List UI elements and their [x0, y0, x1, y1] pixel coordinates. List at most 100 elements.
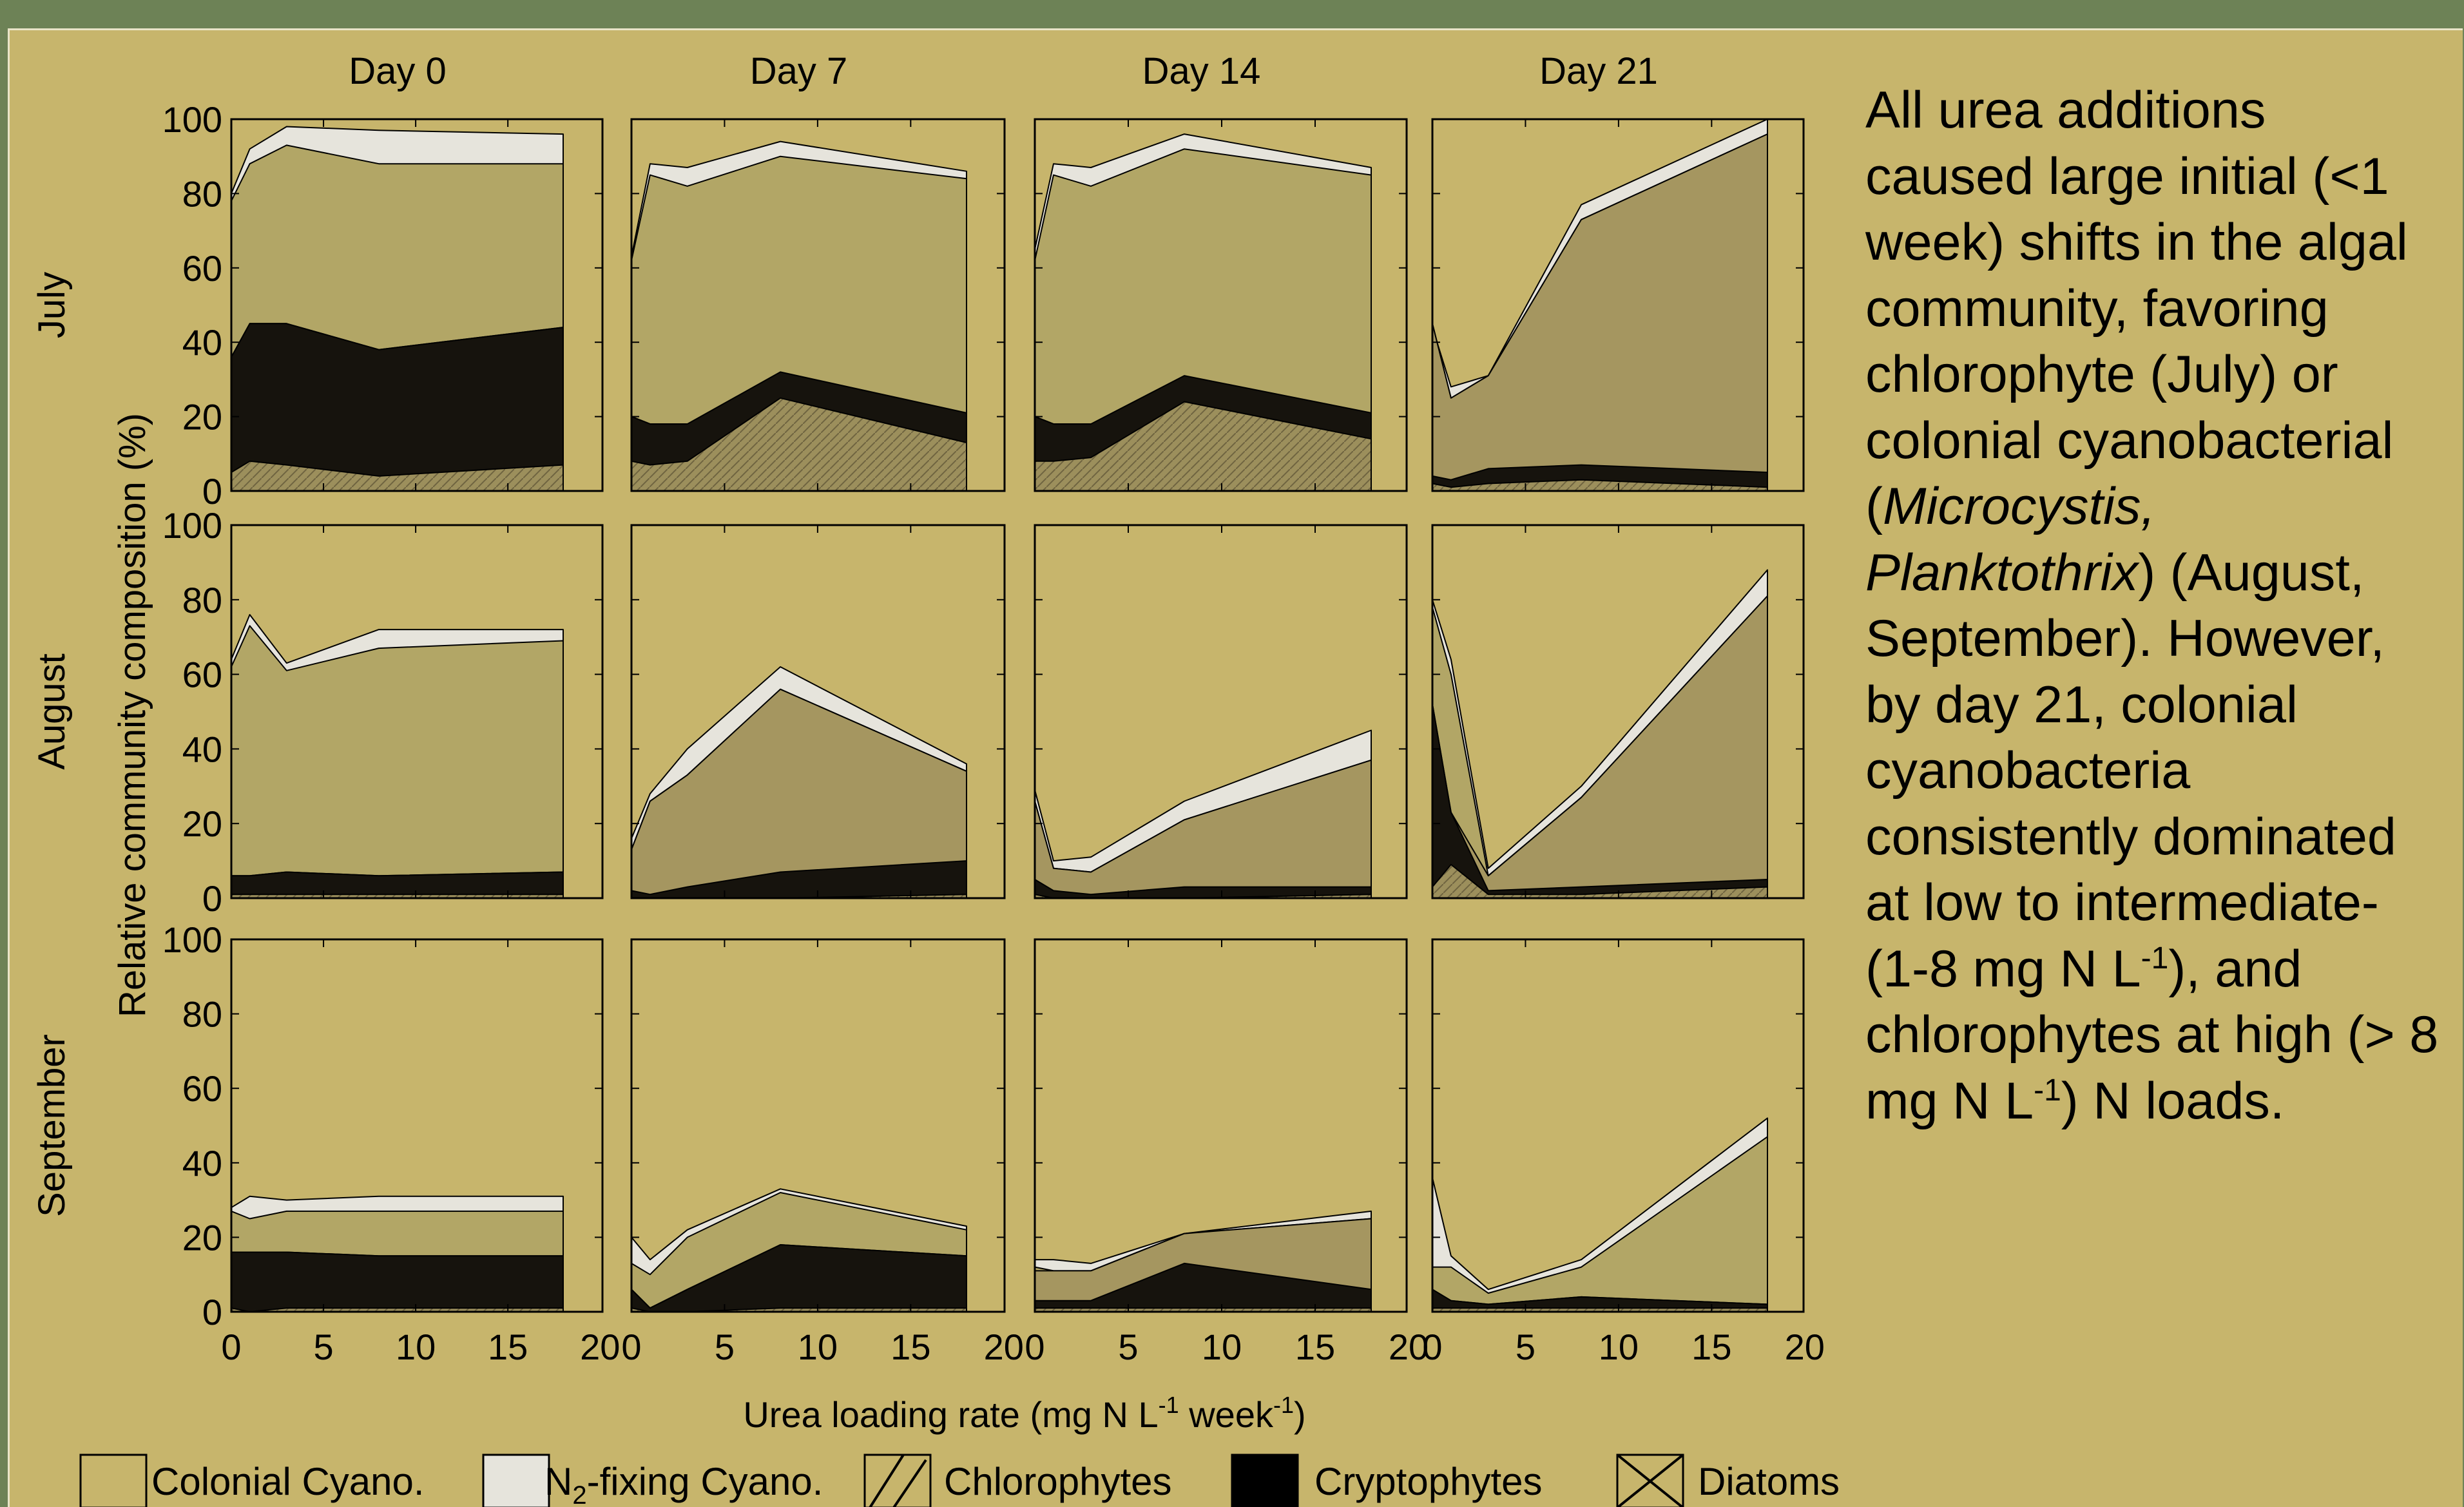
x-tick-label: 20: [1389, 1327, 1429, 1367]
y-tick-label: 20: [182, 803, 222, 844]
x-tick-label: 5: [715, 1327, 735, 1367]
legend-label-chloro: Chlorophytes: [944, 1460, 1172, 1503]
y-tick-label: 80: [182, 173, 222, 214]
x-tick-label: 10: [1599, 1327, 1639, 1367]
legend-label-text: Diatoms: [1698, 1460, 1840, 1503]
x-tick-label: 0: [221, 1327, 241, 1367]
y-tick-label: 100: [162, 919, 222, 960]
x-tick-label: 0: [621, 1327, 641, 1367]
summary-superscript-1: -1: [2141, 941, 2169, 975]
cryptophyte-area: [231, 1251, 564, 1312]
legend-label-colonial: Colonial Cyano.: [151, 1460, 425, 1503]
x-tick-label: 0: [1422, 1327, 1442, 1367]
panel-r1-c3: [1431, 524, 1805, 899]
row-title: July: [31, 272, 73, 338]
x-tick-label: 15: [488, 1327, 528, 1367]
column-title: Day 14: [1142, 50, 1261, 92]
legend-label-text: N: [544, 1460, 572, 1503]
panel-r1-c0: [230, 524, 604, 899]
y-tick-label: 40: [182, 1143, 222, 1184]
x-tick-label: 5: [1118, 1327, 1138, 1367]
colonial-area: [231, 625, 564, 899]
diatom-area: [231, 460, 564, 492]
y-tick-label: 100: [162, 505, 222, 546]
y-tick-label: 60: [182, 655, 222, 695]
x-tick-label: 10: [798, 1327, 838, 1367]
summary-part-2: ) (August, September). However, by day 2…: [1865, 543, 2396, 998]
y-tick-label: 60: [182, 1068, 222, 1109]
x-tick-label: 20: [580, 1327, 620, 1367]
summary-genera: Microcystis, Planktothrix: [1865, 477, 2155, 602]
y-axis-label: Relative community composition (%): [111, 413, 153, 1017]
panel-r0-c3: [1431, 118, 1805, 492]
cryptophyte-area: [631, 1244, 967, 1312]
x-tick-label: 15: [890, 1327, 930, 1367]
column-title: Day 0: [349, 50, 447, 92]
panel-frame: [1034, 938, 1408, 1313]
panel-r2-c0: [230, 938, 604, 1313]
y-tick-label: 20: [182, 397, 222, 437]
x-tick-label: 15: [1691, 1327, 1731, 1367]
panel-r1-c2: [1034, 524, 1408, 899]
panel-r0-c2: [1034, 118, 1408, 492]
legend-label-text: -fixing Cyano.: [587, 1460, 823, 1503]
x-tick-label: 10: [1202, 1327, 1242, 1367]
panel-r0-c0: [230, 118, 604, 492]
chlorophyte-area: [1034, 759, 1372, 899]
cryptophyte-area: [631, 860, 967, 899]
panel-frame: [230, 938, 604, 1313]
legend-label-n2: N2-fixing Cyano.: [544, 1460, 823, 1507]
summary-part-4: ) N loads.: [2061, 1071, 2285, 1130]
x-tick-label: 5: [313, 1327, 333, 1367]
legend-label-text: Colonial Cyano.: [151, 1460, 425, 1503]
x-axis-label-superscript: -1: [1273, 1392, 1294, 1418]
row-title: August: [31, 653, 73, 770]
legend-swatch-hatch: [1616, 1454, 1684, 1507]
summary-part-3: ), and chlorophytes at high (> 8 mg N L: [1865, 939, 2439, 1130]
summary-part-1: All urea additions caused large initial …: [1865, 81, 2408, 535]
y-tick-label: 0: [202, 1292, 222, 1332]
summary-text: All urea additions caused large initial …: [1865, 77, 2445, 1134]
x-tick-label: 0: [1025, 1327, 1044, 1367]
x-axis-label-part: ): [1294, 1394, 1306, 1435]
x-tick-label: 15: [1295, 1327, 1335, 1367]
legend-label-text: Chlorophytes: [944, 1460, 1172, 1503]
column-title: Day 7: [750, 50, 848, 92]
legend-label-text: Cryptophytes: [1314, 1460, 1543, 1503]
x-tick-label: 20: [1785, 1327, 1825, 1367]
y-tick-label: 40: [182, 729, 222, 769]
summary-superscript-2: -1: [2034, 1073, 2061, 1108]
x-tick-label: 5: [1516, 1327, 1535, 1367]
diatom-area: [1034, 401, 1372, 492]
x-tick-label: 10: [396, 1327, 436, 1367]
y-tick-label: 0: [202, 878, 222, 919]
y-tick-label: 60: [182, 248, 222, 289]
y-tick-label: 40: [182, 322, 222, 363]
cryptophyte-area: [231, 323, 564, 492]
x-tick-label: 20: [984, 1327, 1024, 1367]
x-axis-label: Urea loading rate (mg N L-1 week-1): [743, 1392, 1305, 1435]
x-axis-label-part: week: [1179, 1394, 1274, 1435]
legend-label-crypto: Cryptophytes: [1314, 1460, 1543, 1503]
y-tick-label: 20: [182, 1217, 222, 1258]
legend-swatch-crypto: [1231, 1454, 1299, 1507]
colonial-area: [1432, 1136, 1768, 1312]
column-title: Day 21: [1539, 50, 1658, 92]
panel-r2-c3: [1431, 938, 1805, 1313]
legend-swatch-n2: [482, 1454, 550, 1507]
legend-swatch-colonial: [79, 1454, 148, 1507]
x-axis-label-superscript: -1: [1159, 1392, 1179, 1418]
panel-r0-c1: [630, 118, 1006, 492]
legend-swatch-hatch: [892, 1459, 927, 1507]
y-tick-label: 0: [202, 471, 222, 512]
legend-label-diatom: Diatoms: [1698, 1460, 1840, 1503]
legend-swatch-hatch: [869, 1454, 905, 1507]
panel-r2-c2: [1034, 938, 1408, 1313]
panel-frame: [1034, 524, 1408, 899]
chlorophyte-area: [1432, 133, 1768, 492]
legend-label-subscript: 2: [572, 1481, 586, 1507]
x-axis-label-part: Urea loading rate (mg N L: [743, 1394, 1158, 1435]
diatom-area: [1432, 863, 1768, 899]
